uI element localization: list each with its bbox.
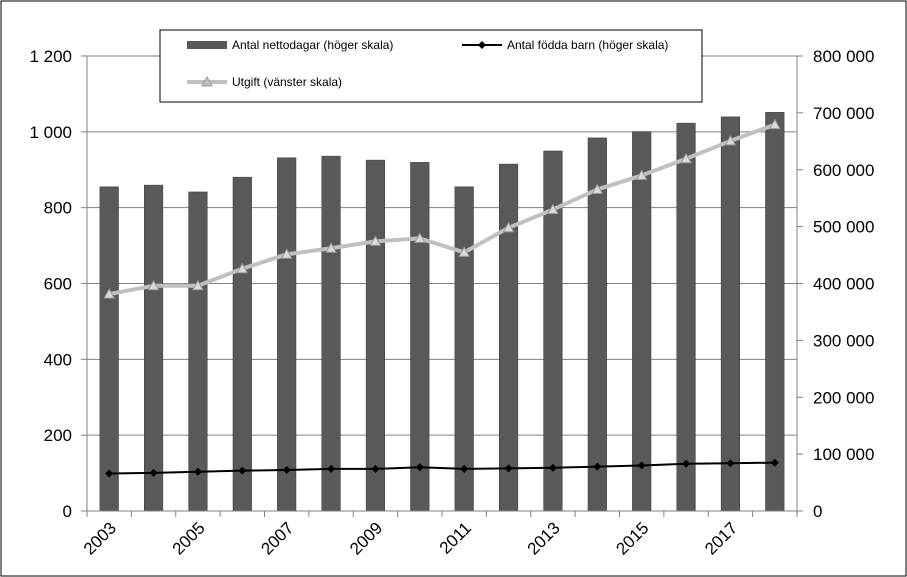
legend-box [159, 29, 703, 103]
data-point [282, 466, 291, 475]
data-point [504, 464, 513, 473]
data-point [591, 183, 604, 194]
legend: Antal nettodagar (höger skala) Antal föd… [159, 29, 703, 103]
data-point [103, 288, 116, 299]
axes: 0 200 400 600 800 1 000 1 200 0 100 000 200 000 30… [29, 47, 874, 559]
data-point [149, 468, 158, 477]
y-left-tick-label: 1 000 [29, 123, 72, 142]
series-line [108, 122, 776, 297]
y-left-tick-label: 600 [44, 275, 72, 294]
legend-swatch-bars [187, 41, 227, 49]
bar-series [99, 112, 785, 512]
bar [498, 163, 519, 512]
data-point [635, 169, 648, 180]
data-point [726, 459, 735, 468]
bar [410, 162, 430, 512]
bar [99, 186, 119, 512]
data-point [724, 134, 737, 146]
legend-label-expense: Utgift (vänster skala) [232, 75, 342, 89]
bar [720, 116, 741, 512]
legend-label-bars: Antal nettodagar (höger skala) [232, 38, 393, 52]
data-point [147, 279, 160, 291]
line-series [103, 118, 781, 478]
bar [188, 191, 208, 512]
data-point [105, 469, 114, 478]
data-point [548, 463, 557, 472]
data-point [415, 463, 424, 472]
data-point [682, 459, 691, 468]
bar [143, 184, 164, 512]
y-right-tick-label: 100 000 [813, 445, 874, 464]
bar [365, 159, 386, 512]
data-point [460, 464, 469, 473]
data-point [369, 235, 382, 246]
y-left-tick-label: 800 [44, 199, 72, 218]
series-line [109, 461, 775, 475]
data-point [547, 203, 559, 215]
data-point [593, 462, 602, 471]
data-point [193, 467, 202, 476]
data-point [680, 152, 692, 164]
y-right-tick-label: 600 000 [813, 161, 874, 180]
data-point [768, 118, 781, 130]
data-point [192, 279, 204, 291]
y-right-tick-label: 400 000 [813, 275, 874, 294]
data-point [327, 464, 336, 473]
data-point [458, 246, 471, 257]
y-left-tick-label: 400 [44, 350, 72, 369]
data-point [637, 461, 646, 470]
bar [277, 157, 297, 512]
bar [232, 176, 252, 512]
data-point [238, 466, 247, 475]
y-right-tick-label: 800 000 [813, 47, 874, 66]
data-point [502, 221, 515, 233]
data-point [236, 262, 249, 274]
y-left-tick-label: 0 [63, 502, 72, 521]
y-right-tick-label: 200 000 [813, 388, 874, 407]
bar [454, 186, 474, 512]
legend-marker-births [478, 41, 486, 49]
y-right-tick-label: 500 000 [813, 218, 874, 237]
data-point [280, 248, 293, 259]
bar [765, 112, 785, 512]
bar [321, 155, 341, 512]
legend-label-births: Antal födda barn (höger skala) [507, 38, 668, 52]
data-point [413, 232, 426, 243]
bar [632, 131, 652, 512]
data-point [325, 242, 337, 253]
bar [676, 122, 696, 512]
y-right-tick-label: 300 000 [813, 331, 874, 350]
data-point [371, 464, 380, 473]
data-point [770, 458, 779, 467]
y-right-tick-label: 700 000 [813, 104, 874, 123]
y-right-tick-label: 0 [813, 502, 822, 521]
y-left-tick-label: 200 [44, 426, 72, 445]
y-left-tick-label: 1 200 [29, 47, 72, 66]
legend-marker-expense [201, 75, 213, 87]
